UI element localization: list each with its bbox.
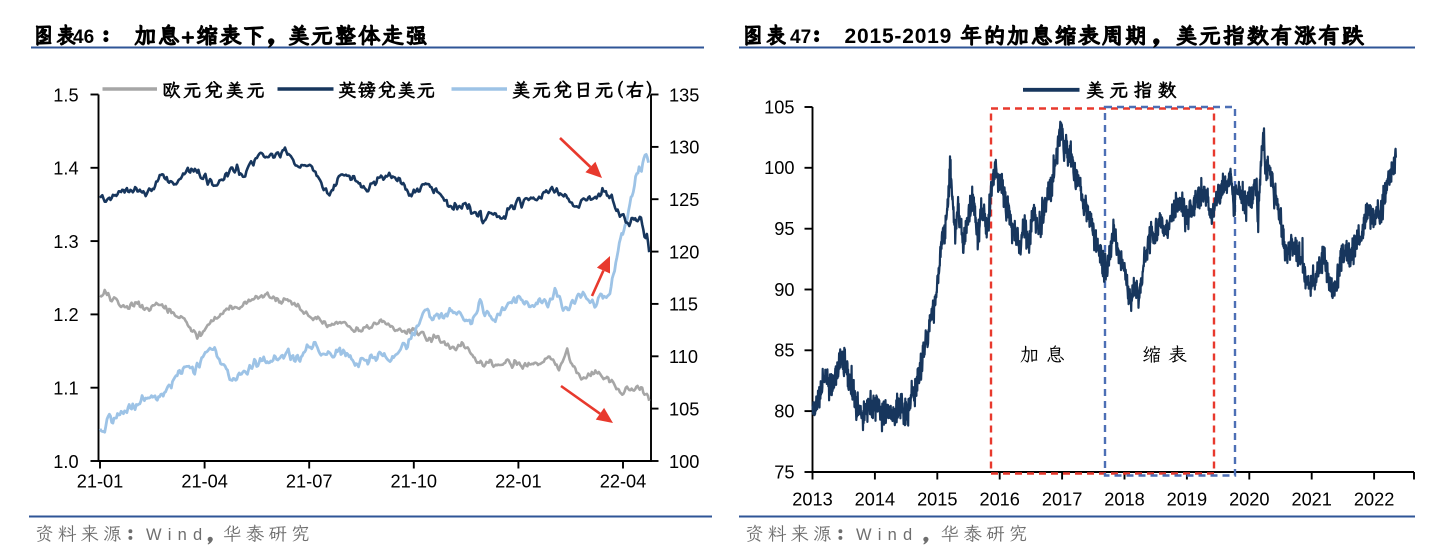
svg-text:1.4: 1.4 [53,159,78,179]
svg-text:2016: 2016 [979,490,1019,510]
svg-text:105: 105 [764,97,794,117]
svg-text:2019: 2019 [1167,490,1207,510]
svg-text:2014: 2014 [855,490,895,510]
svg-text:85: 85 [774,341,794,361]
svg-text:2022: 2022 [1354,490,1394,510]
svg-text:105: 105 [669,399,699,419]
svg-text:21-01: 21-01 [77,471,124,491]
svg-text:Wind: Wind [146,526,208,544]
svg-text:47: 47 [790,27,811,48]
svg-text:1.5: 1.5 [53,85,78,105]
svg-text:22-01: 22-01 [495,471,542,491]
svg-text:2015: 2015 [917,490,957,510]
svg-text:95: 95 [774,219,794,239]
svg-text:21-10: 21-10 [391,471,438,491]
svg-text:Wind: Wind [856,526,918,544]
svg-text:135: 135 [669,85,699,105]
svg-text:2015-2019: 2015-2019 [845,25,953,48]
svg-text:1.1: 1.1 [53,379,78,399]
svg-text:21-04: 21-04 [181,471,228,491]
svg-text:90: 90 [774,280,794,300]
svg-text:2018: 2018 [1104,490,1144,510]
svg-text:1.3: 1.3 [53,232,78,252]
svg-text:1.2: 1.2 [53,305,78,325]
svg-text:1.0: 1.0 [53,452,78,472]
svg-text:21-07: 21-07 [286,471,333,491]
svg-text:2020: 2020 [1229,490,1269,510]
svg-text:22-04: 22-04 [600,471,647,491]
svg-text:2013: 2013 [792,490,832,510]
svg-text:2021: 2021 [1291,490,1331,510]
svg-text:75: 75 [774,462,794,482]
svg-text:100: 100 [764,158,794,178]
svg-text:80: 80 [774,402,794,422]
svg-text:130: 130 [669,138,699,158]
svg-text:2017: 2017 [1042,490,1082,510]
svg-text:125: 125 [669,190,699,210]
svg-text:120: 120 [669,242,699,262]
svg-text:110: 110 [669,347,698,367]
svg-text:100: 100 [669,452,699,472]
svg-text:46: 46 [73,27,94,48]
svg-text:115: 115 [669,295,698,315]
